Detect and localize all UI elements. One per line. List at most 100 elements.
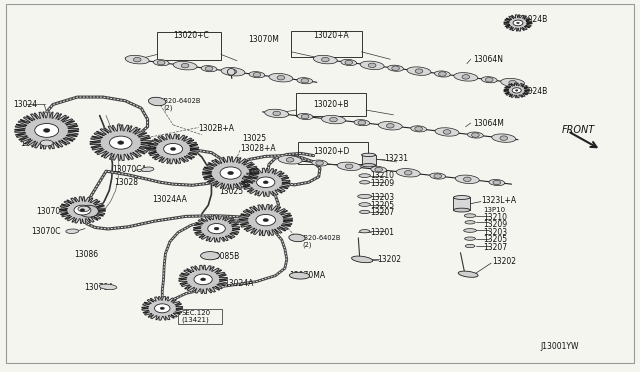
Ellipse shape	[200, 251, 220, 260]
Text: 13205: 13205	[370, 201, 394, 210]
Text: 13070CA: 13070CA	[113, 165, 147, 174]
Ellipse shape	[454, 196, 470, 199]
Circle shape	[228, 171, 234, 175]
Text: 13064N: 13064N	[473, 55, 503, 64]
Text: 13024B: 13024B	[518, 15, 547, 24]
Circle shape	[35, 124, 59, 137]
Ellipse shape	[125, 55, 149, 64]
Ellipse shape	[435, 71, 451, 77]
Circle shape	[463, 177, 471, 182]
Polygon shape	[142, 296, 182, 320]
Text: 13024A: 13024A	[224, 279, 253, 288]
Ellipse shape	[201, 65, 217, 72]
Text: 13201: 13201	[370, 228, 394, 237]
Circle shape	[330, 118, 337, 122]
Ellipse shape	[337, 162, 361, 170]
Ellipse shape	[314, 55, 337, 64]
Circle shape	[208, 224, 225, 234]
Circle shape	[369, 63, 376, 68]
Text: 13202: 13202	[378, 255, 401, 264]
Text: (13421): (13421)	[181, 317, 209, 323]
Circle shape	[263, 218, 268, 222]
Bar	[454, 198, 470, 210]
Circle shape	[509, 80, 516, 85]
Circle shape	[205, 67, 213, 71]
Polygon shape	[179, 265, 227, 294]
Ellipse shape	[265, 109, 289, 118]
Circle shape	[286, 158, 294, 162]
Ellipse shape	[351, 256, 372, 263]
Ellipse shape	[99, 284, 117, 289]
Ellipse shape	[489, 179, 505, 186]
Ellipse shape	[388, 65, 403, 71]
Ellipse shape	[358, 194, 372, 198]
Text: 06B20-6402B: 06B20-6402B	[156, 98, 201, 104]
Circle shape	[472, 133, 479, 137]
Ellipse shape	[227, 68, 235, 75]
Ellipse shape	[492, 134, 516, 142]
Circle shape	[321, 57, 329, 62]
Circle shape	[434, 174, 442, 178]
Text: 13209: 13209	[370, 179, 394, 187]
Text: 13020+D: 13020+D	[314, 147, 350, 156]
Ellipse shape	[430, 173, 445, 179]
Polygon shape	[239, 205, 292, 235]
Text: 13231: 13231	[384, 154, 408, 163]
Circle shape	[74, 205, 91, 215]
Ellipse shape	[454, 208, 470, 212]
Ellipse shape	[359, 174, 371, 177]
Circle shape	[512, 88, 521, 93]
Circle shape	[164, 144, 182, 154]
Text: 13205: 13205	[483, 235, 507, 244]
Ellipse shape	[278, 155, 302, 164]
Circle shape	[392, 66, 399, 70]
Circle shape	[181, 64, 189, 68]
Ellipse shape	[500, 78, 525, 87]
Circle shape	[133, 57, 141, 62]
Ellipse shape	[481, 77, 497, 83]
Ellipse shape	[66, 229, 79, 234]
Ellipse shape	[407, 67, 431, 76]
Polygon shape	[148, 134, 198, 164]
Text: 13070C: 13070C	[31, 227, 61, 236]
Circle shape	[253, 73, 260, 77]
Text: 13024: 13024	[13, 100, 38, 109]
Circle shape	[462, 75, 470, 79]
Text: 13P10: 13P10	[483, 207, 505, 213]
Circle shape	[443, 130, 451, 134]
Circle shape	[358, 121, 365, 125]
Circle shape	[229, 70, 237, 74]
Ellipse shape	[396, 169, 420, 177]
Circle shape	[109, 136, 132, 149]
Polygon shape	[193, 215, 239, 242]
Text: J13001YW: J13001YW	[540, 341, 579, 350]
Bar	[362, 155, 376, 165]
Text: 13024B: 13024B	[518, 87, 547, 96]
Text: 13028+A: 13028+A	[240, 144, 276, 153]
Text: 13085: 13085	[93, 137, 117, 146]
Text: 13020+B: 13020+B	[314, 100, 349, 109]
Text: 13070D: 13070D	[36, 208, 66, 217]
Ellipse shape	[40, 140, 53, 146]
Ellipse shape	[465, 221, 475, 224]
Text: 13209: 13209	[483, 220, 507, 229]
Text: 13025: 13025	[219, 187, 243, 196]
Ellipse shape	[221, 67, 245, 76]
Ellipse shape	[360, 210, 370, 214]
Circle shape	[345, 60, 353, 65]
Text: 13203: 13203	[370, 193, 394, 202]
Text: (2): (2)	[164, 104, 173, 111]
Circle shape	[513, 20, 523, 26]
Text: 13028: 13028	[115, 178, 138, 187]
Ellipse shape	[354, 120, 370, 126]
Circle shape	[256, 214, 276, 226]
Circle shape	[170, 147, 176, 150]
Ellipse shape	[148, 97, 166, 106]
Text: (2): (2)	[302, 241, 312, 248]
Text: 13024AA: 13024AA	[121, 145, 156, 154]
Text: 13210: 13210	[483, 213, 507, 222]
Polygon shape	[241, 168, 290, 196]
Text: 13086: 13086	[74, 250, 99, 259]
Circle shape	[44, 128, 50, 132]
Ellipse shape	[465, 214, 476, 218]
